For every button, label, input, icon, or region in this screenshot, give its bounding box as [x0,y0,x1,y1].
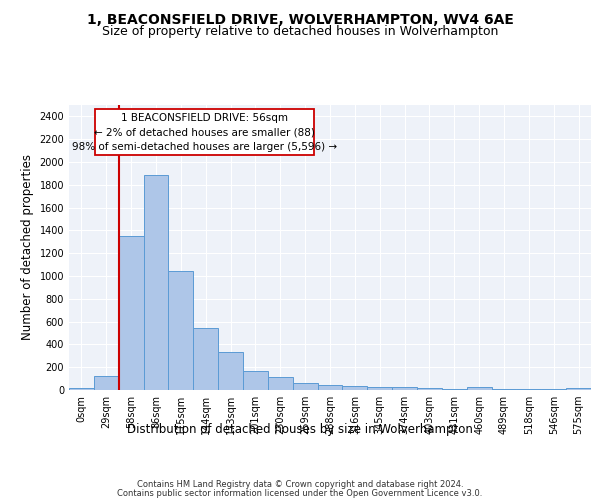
Bar [243,371,268,390]
Text: Contains public sector information licensed under the Open Government Licence v3: Contains public sector information licen… [118,489,482,498]
Bar [566,388,591,390]
Bar [367,386,392,390]
Y-axis label: Number of detached properties: Number of detached properties [21,154,34,340]
Bar [218,352,243,390]
FancyBboxPatch shape [95,109,314,154]
Bar [193,328,218,390]
Bar [268,378,293,390]
Bar [392,386,417,390]
Text: 98% of semi-detached houses are larger (5,596) →: 98% of semi-detached houses are larger (… [72,142,337,152]
Text: 1 BEACONSFIELD DRIVE: 56sqm: 1 BEACONSFIELD DRIVE: 56sqm [121,112,288,122]
Bar [119,236,143,390]
Bar [317,386,343,390]
Text: ← 2% of detached houses are smaller (88): ← 2% of detached houses are smaller (88) [94,128,315,138]
Text: Distribution of detached houses by size in Wolverhampton: Distribution of detached houses by size … [127,422,473,436]
Bar [143,174,169,390]
Bar [293,382,317,390]
Bar [343,386,367,390]
Bar [69,388,94,390]
Text: Contains HM Land Registry data © Crown copyright and database right 2024.: Contains HM Land Registry data © Crown c… [137,480,463,489]
Bar [417,388,442,390]
Text: 1, BEACONSFIELD DRIVE, WOLVERHAMPTON, WV4 6AE: 1, BEACONSFIELD DRIVE, WOLVERHAMPTON, WV… [86,12,514,26]
Bar [169,272,193,390]
Text: Size of property relative to detached houses in Wolverhampton: Size of property relative to detached ho… [102,25,498,38]
Bar [467,387,491,390]
Bar [94,376,119,390]
